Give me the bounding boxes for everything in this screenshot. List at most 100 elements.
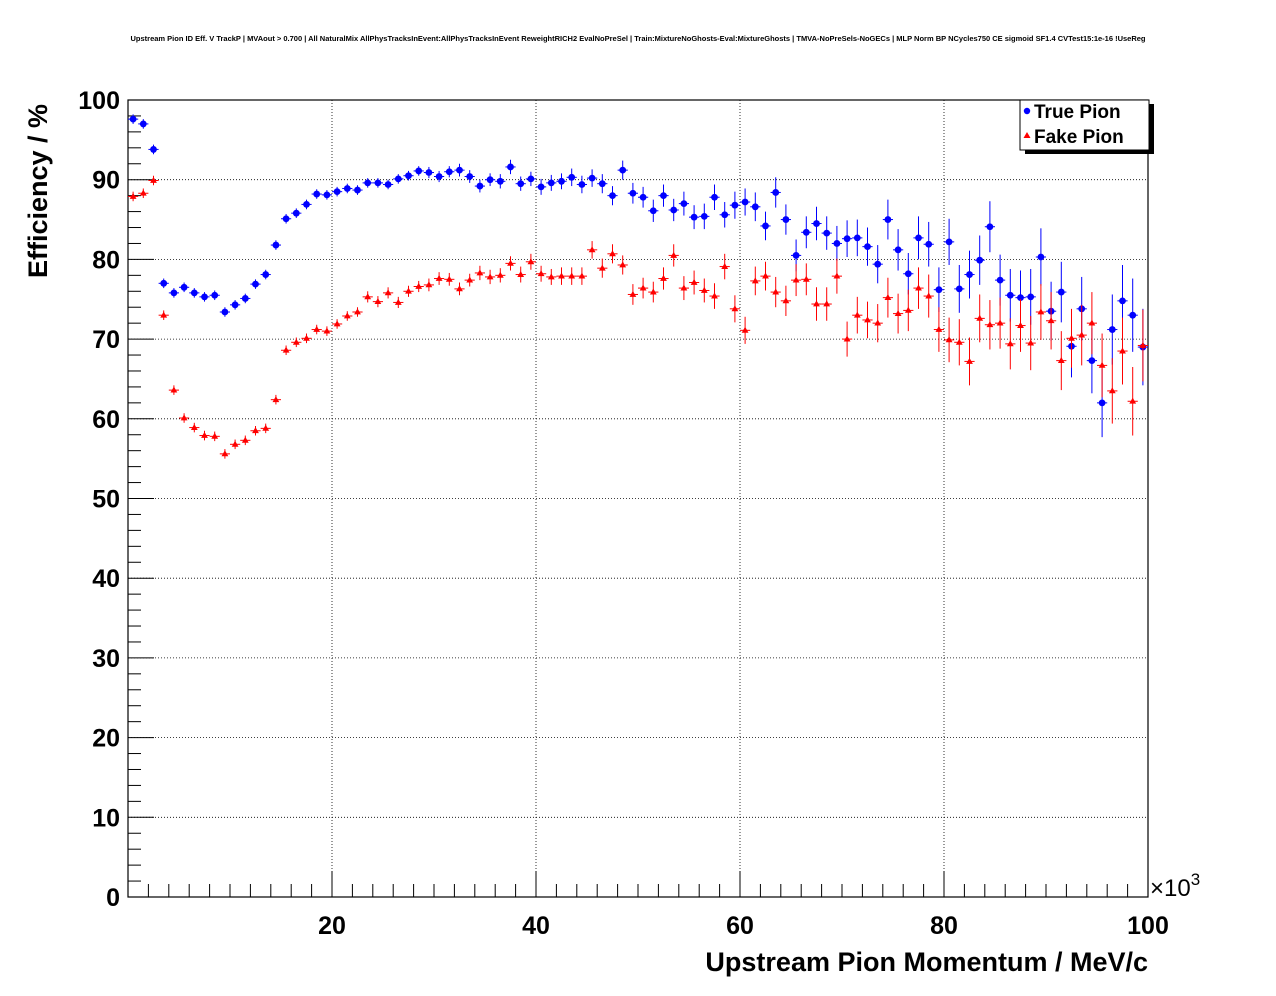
point-marker [435, 274, 443, 281]
x-tick-label: 80 [930, 912, 958, 940]
point-marker [456, 285, 463, 292]
data-point [770, 177, 781, 208]
data-point [485, 173, 496, 187]
point-marker [364, 293, 372, 300]
data-point [607, 186, 618, 206]
data-point [893, 293, 904, 334]
point-marker [354, 308, 361, 315]
data-point [209, 431, 220, 442]
data-point [1025, 268, 1036, 325]
point-marker [221, 308, 229, 316]
point-marker [976, 314, 984, 321]
data-point [974, 235, 985, 285]
data-point [923, 221, 934, 267]
data-point [882, 277, 893, 318]
point-marker [915, 284, 922, 291]
point-marker [711, 193, 718, 201]
data-point [740, 316, 751, 344]
point-marker [527, 175, 535, 183]
data-point [270, 240, 281, 250]
point-marker [619, 261, 627, 268]
point-marker [343, 312, 351, 319]
legend: True Pion Fake Pion [1019, 99, 1154, 154]
point-marker [374, 298, 382, 305]
data-point [332, 319, 343, 329]
data-point [179, 413, 190, 423]
point-marker [1057, 357, 1065, 364]
point-marker [884, 294, 892, 301]
point-marker [639, 193, 647, 201]
point-marker [690, 213, 698, 221]
data-point [281, 213, 292, 224]
point-marker [1017, 294, 1024, 302]
data-point [648, 281, 659, 303]
point-marker [619, 166, 627, 174]
point-marker [415, 167, 423, 175]
data-point [821, 287, 832, 321]
y-tick-label: 80 [92, 246, 120, 274]
point-marker [588, 246, 596, 253]
data-point [913, 267, 924, 309]
data-point [281, 345, 292, 356]
data-point [852, 296, 863, 334]
point-marker [1027, 293, 1035, 301]
data-point [311, 324, 322, 335]
y-tick-label: 40 [92, 565, 120, 593]
point-marker [364, 179, 372, 187]
point-marker [170, 386, 178, 393]
x-multiplier-exponent: 3 [1191, 870, 1200, 889]
data-point [546, 174, 557, 191]
y-tick-label: 30 [92, 645, 120, 673]
point-marker [894, 309, 902, 316]
data-point [617, 160, 628, 180]
data-point [984, 300, 995, 350]
point-marker [1037, 253, 1045, 261]
point-marker [303, 201, 310, 208]
point-marker [741, 326, 749, 333]
y-tick-label: 90 [92, 167, 120, 195]
data-point [903, 253, 914, 295]
point-marker [445, 275, 453, 282]
point-marker [721, 262, 729, 269]
point-marker [823, 300, 831, 307]
point-marker [833, 240, 841, 247]
data-point [1066, 308, 1077, 368]
data-point [128, 114, 139, 124]
y-tick-label: 10 [92, 804, 120, 832]
point-marker [598, 264, 606, 271]
point-marker [1098, 361, 1106, 368]
data-point [158, 278, 169, 289]
y-axis-title: Efficiency / % [23, 104, 53, 278]
x-tick-label: 60 [726, 912, 754, 940]
data-point [913, 216, 924, 260]
data-point [770, 276, 781, 308]
data-point [485, 269, 496, 285]
data-point [393, 174, 404, 184]
data-point [893, 229, 904, 271]
data-point [617, 255, 628, 275]
point-marker [894, 246, 902, 254]
data-point [1005, 318, 1016, 370]
data-point [882, 199, 893, 240]
point-marker [660, 192, 667, 200]
point-marker [792, 252, 800, 259]
point-marker [966, 271, 973, 278]
point-marker [547, 179, 555, 187]
data-point [250, 279, 261, 289]
data-point [638, 277, 649, 299]
point-marker [282, 346, 290, 353]
data-point [831, 258, 842, 294]
point-marker [874, 260, 882, 268]
x-axis-title: Upstream Pion Momentum / MeV/c [705, 947, 1148, 977]
data-point [1025, 315, 1036, 371]
point-marker [1037, 308, 1045, 315]
data-point [648, 199, 659, 222]
data-point [393, 296, 404, 309]
data-point [413, 166, 424, 176]
point-marker [252, 427, 259, 434]
point-marker [241, 295, 249, 302]
data-point [984, 201, 995, 253]
data-point [587, 241, 598, 259]
point-marker [976, 256, 984, 264]
data-point [403, 170, 414, 181]
